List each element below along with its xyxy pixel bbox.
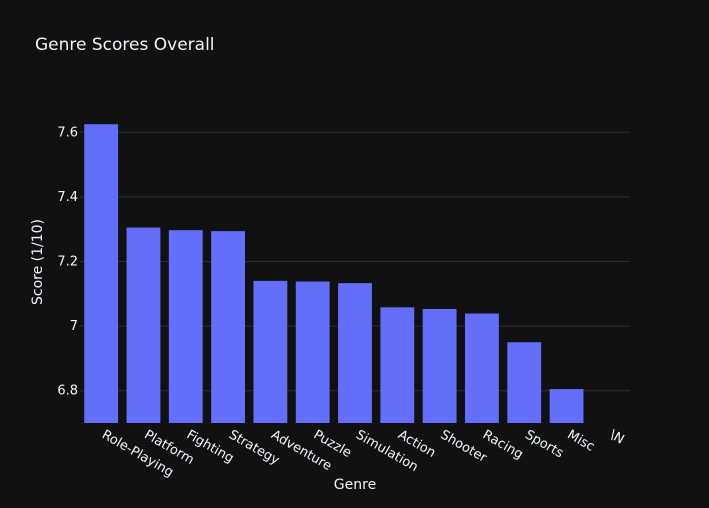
bars <box>84 124 584 423</box>
bar-misc[interactable] <box>549 389 584 423</box>
x-axis-ticks: Role-PlayingPlatformFightingStrategyAdve… <box>99 427 626 480</box>
bar-platform[interactable] <box>126 227 161 423</box>
y-tick-label: 7 <box>70 319 78 334</box>
y-tick-label: 6.8 <box>57 384 78 399</box>
bar-simulation[interactable] <box>338 283 372 423</box>
y-tick-label: 7.4 <box>57 190 78 205</box>
bar-shooter[interactable] <box>422 308 457 423</box>
y-tick-label: 7.6 <box>57 125 78 140</box>
bar-strategy[interactable] <box>211 231 245 423</box>
bar-fighting[interactable] <box>168 230 203 423</box>
chart-title: Genre Scores Overall <box>35 35 215 55</box>
x-tick-label: Misc <box>565 427 597 454</box>
x-tick-label: Sports <box>522 427 566 461</box>
bar-role-playing[interactable] <box>84 124 119 423</box>
x-tick-label: Shooter <box>438 427 490 466</box>
x-axis-title: Genre <box>334 477 376 493</box>
bar-puzzle[interactable] <box>295 281 330 423</box>
y-axis-ticks: 6.8 7 7.2 7.4 7.6 <box>57 125 78 398</box>
y-tick-label: 7.2 <box>57 255 78 270</box>
x-tick-label: Racing <box>480 427 526 462</box>
y-axis-title: Score (1/10) <box>30 219 46 305</box>
bar-action[interactable] <box>380 307 415 423</box>
x-tick-label: \N <box>607 427 627 447</box>
bar-adventure[interactable] <box>253 280 288 423</box>
bar-sports[interactable] <box>507 342 542 423</box>
bar-racing[interactable] <box>465 313 499 423</box>
